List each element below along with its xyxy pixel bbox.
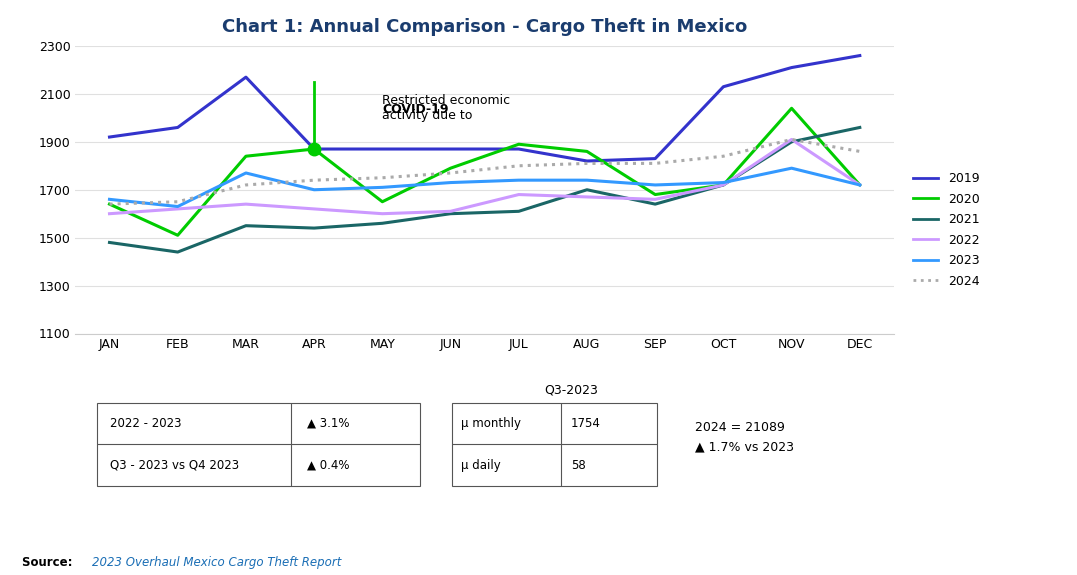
Text: 2023 Overhaul Mexico Cargo Theft Report: 2023 Overhaul Mexico Cargo Theft Report	[92, 556, 341, 569]
Text: ▲ 0.4%: ▲ 0.4%	[307, 458, 349, 472]
Text: Source:: Source:	[22, 556, 76, 569]
Text: COVID-19: COVID-19	[382, 103, 449, 116]
Legend: 2019, 2020, 2021, 2022, 2023, 2024: 2019, 2020, 2021, 2022, 2023, 2024	[908, 167, 985, 293]
Text: Restricted economic
activity due to: Restricted economic activity due to	[382, 94, 510, 137]
Text: 2022 - 2023: 2022 - 2023	[110, 417, 181, 430]
Text: Q3 - 2023 vs Q4 2023: Q3 - 2023 vs Q4 2023	[110, 458, 239, 472]
Text: 58: 58	[571, 458, 586, 472]
Text: 2024 = 21089
▲ 1.7% vs 2023: 2024 = 21089 ▲ 1.7% vs 2023	[695, 421, 794, 453]
Text: 1754: 1754	[571, 417, 601, 430]
Text: ▲ 3.1%: ▲ 3.1%	[307, 417, 349, 430]
Title: Chart 1: Annual Comparison - Cargo Theft in Mexico: Chart 1: Annual Comparison - Cargo Theft…	[222, 18, 747, 36]
Text: Q3-2023: Q3-2023	[544, 384, 598, 397]
Text: μ monthly: μ monthly	[461, 417, 520, 430]
Text: μ daily: μ daily	[461, 458, 501, 472]
